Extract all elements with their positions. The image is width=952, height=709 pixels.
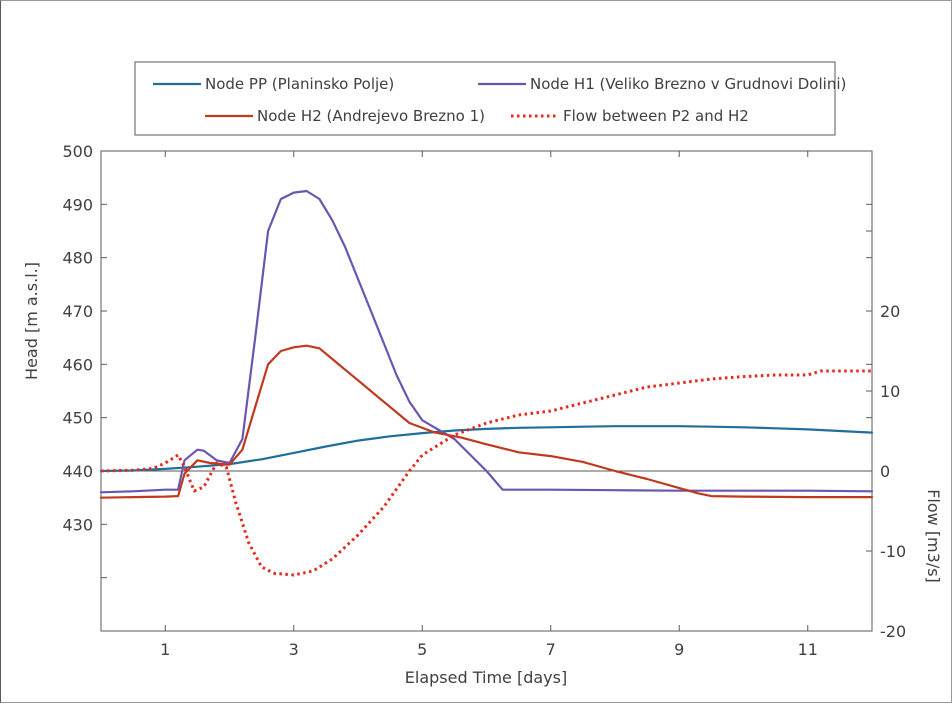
y-left-tick-label: 450 xyxy=(62,409,93,428)
y-left-tick-label: 470 xyxy=(62,302,93,321)
x-tick-label: 9 xyxy=(674,640,684,659)
plot-frame xyxy=(100,150,873,632)
legend-label-1: Node PP (Planinsko Polje) xyxy=(205,75,394,93)
y-right-tick-label: -10 xyxy=(880,542,906,561)
x-axis-title: Elapsed Time [days] xyxy=(405,668,567,687)
y-right-tick-label: 0 xyxy=(880,462,890,481)
series-line-4 xyxy=(100,369,872,577)
x-tick-label: 7 xyxy=(546,640,556,659)
y-axis-left-title: Head [m a.s.l.] xyxy=(22,262,41,380)
y-right-tick-label: -20 xyxy=(880,622,906,641)
legend: Node PP (Planinsko Polje) Node H1 (Veliko… xyxy=(134,61,846,136)
y-left-tick-label: 440 xyxy=(62,462,93,481)
series-line-2 xyxy=(99,189,874,494)
y-axis-right-title: Flow [m3/s] xyxy=(924,489,943,583)
x-tick-label: 11 xyxy=(798,640,818,659)
legend-label-3: Node H2 (Andrejevo Brezno 1) xyxy=(257,107,485,125)
y-left-tick-label: 490 xyxy=(62,195,93,214)
legend-box xyxy=(134,61,836,136)
legend-label-2: Node H1 (Veliko Brezno v Grudnovi Dolini… xyxy=(530,75,846,93)
x-tick-label: 1 xyxy=(160,640,170,659)
y-left-tick-label: 500 xyxy=(62,142,93,161)
y-right-tick-label: 10 xyxy=(880,382,900,401)
y-left-tick-label: 430 xyxy=(62,515,93,534)
legend-label-4: Flow between P2 and H2 xyxy=(563,107,749,125)
y-left-tick-label: 480 xyxy=(62,249,93,268)
y-right-tick-label: 20 xyxy=(880,302,900,321)
series-line-3 xyxy=(99,344,874,499)
x-tick-label: 5 xyxy=(417,640,427,659)
x-tick-label: 3 xyxy=(289,640,299,659)
y-left-tick-label: 460 xyxy=(62,355,93,374)
